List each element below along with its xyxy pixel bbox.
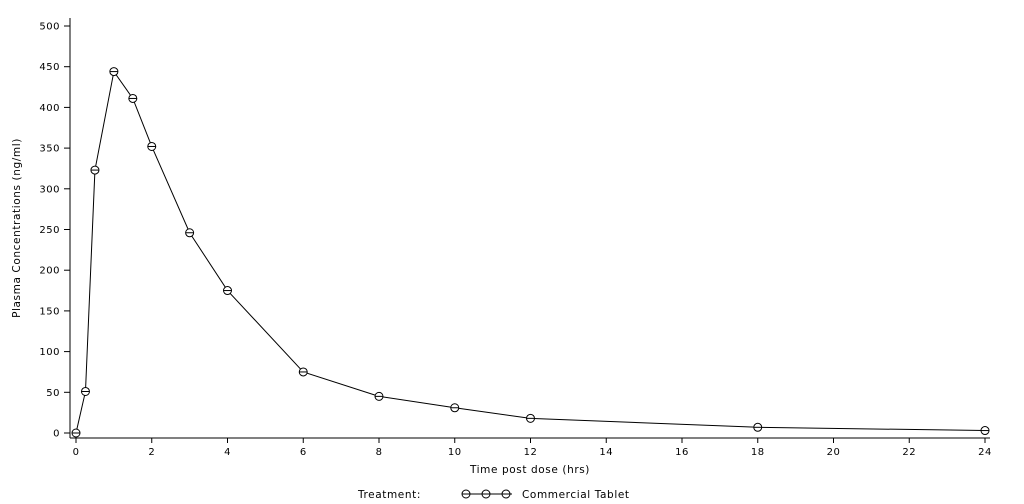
series-layer (71, 67, 990, 438)
y-ticks: 0 50 100 150 200 250 300 350 400 450 500 (39, 22, 70, 440)
y-tick-label: 350 (39, 144, 60, 155)
legend: Treatment: Commercial Tablet (357, 489, 630, 501)
legend-entry-commercial-tablet: Commercial Tablet (522, 489, 630, 501)
x-tick-label: 6 (300, 447, 307, 458)
x-ticks: 0 2 4 6 8 10 12 14 16 18 20 22 24 (73, 438, 992, 458)
legend-swatch (461, 489, 512, 499)
x-tick-label: 2 (148, 447, 155, 458)
axes (69, 18, 990, 439)
y-tick-label: 100 (39, 347, 60, 358)
y-axis-title: Plasma Concentrations (ng/ml) (11, 138, 23, 318)
x-tick-label: 8 (376, 447, 383, 458)
x-tick-label: 24 (978, 447, 992, 458)
x-tick-label: 12 (524, 447, 538, 458)
x-tick-label: 18 (751, 447, 765, 458)
x-axis-title: Time post dose (hrs) (469, 464, 590, 476)
x-tick-label: 16 (675, 447, 689, 458)
x-tick-label: 14 (599, 447, 613, 458)
y-tick-label: 200 (39, 266, 60, 277)
y-tick-label: 300 (39, 184, 60, 195)
x-tick-label: 0 (73, 447, 80, 458)
x-tick-label: 4 (224, 447, 231, 458)
legend-title: Treatment: (357, 489, 421, 501)
x-tick-label: 20 (827, 447, 841, 458)
y-tick-label: 0 (53, 429, 60, 440)
y-tick-label: 150 (39, 306, 60, 317)
y-tick-label: 400 (39, 103, 60, 114)
y-tick-label: 250 (39, 225, 60, 236)
y-tick-label: 500 (39, 22, 60, 33)
series-line (75, 70, 986, 434)
y-tick-label: 450 (39, 62, 60, 73)
y-tick-label: 50 (46, 388, 60, 399)
x-tick-label: 22 (902, 447, 916, 458)
x-tick-label: 10 (448, 447, 462, 458)
